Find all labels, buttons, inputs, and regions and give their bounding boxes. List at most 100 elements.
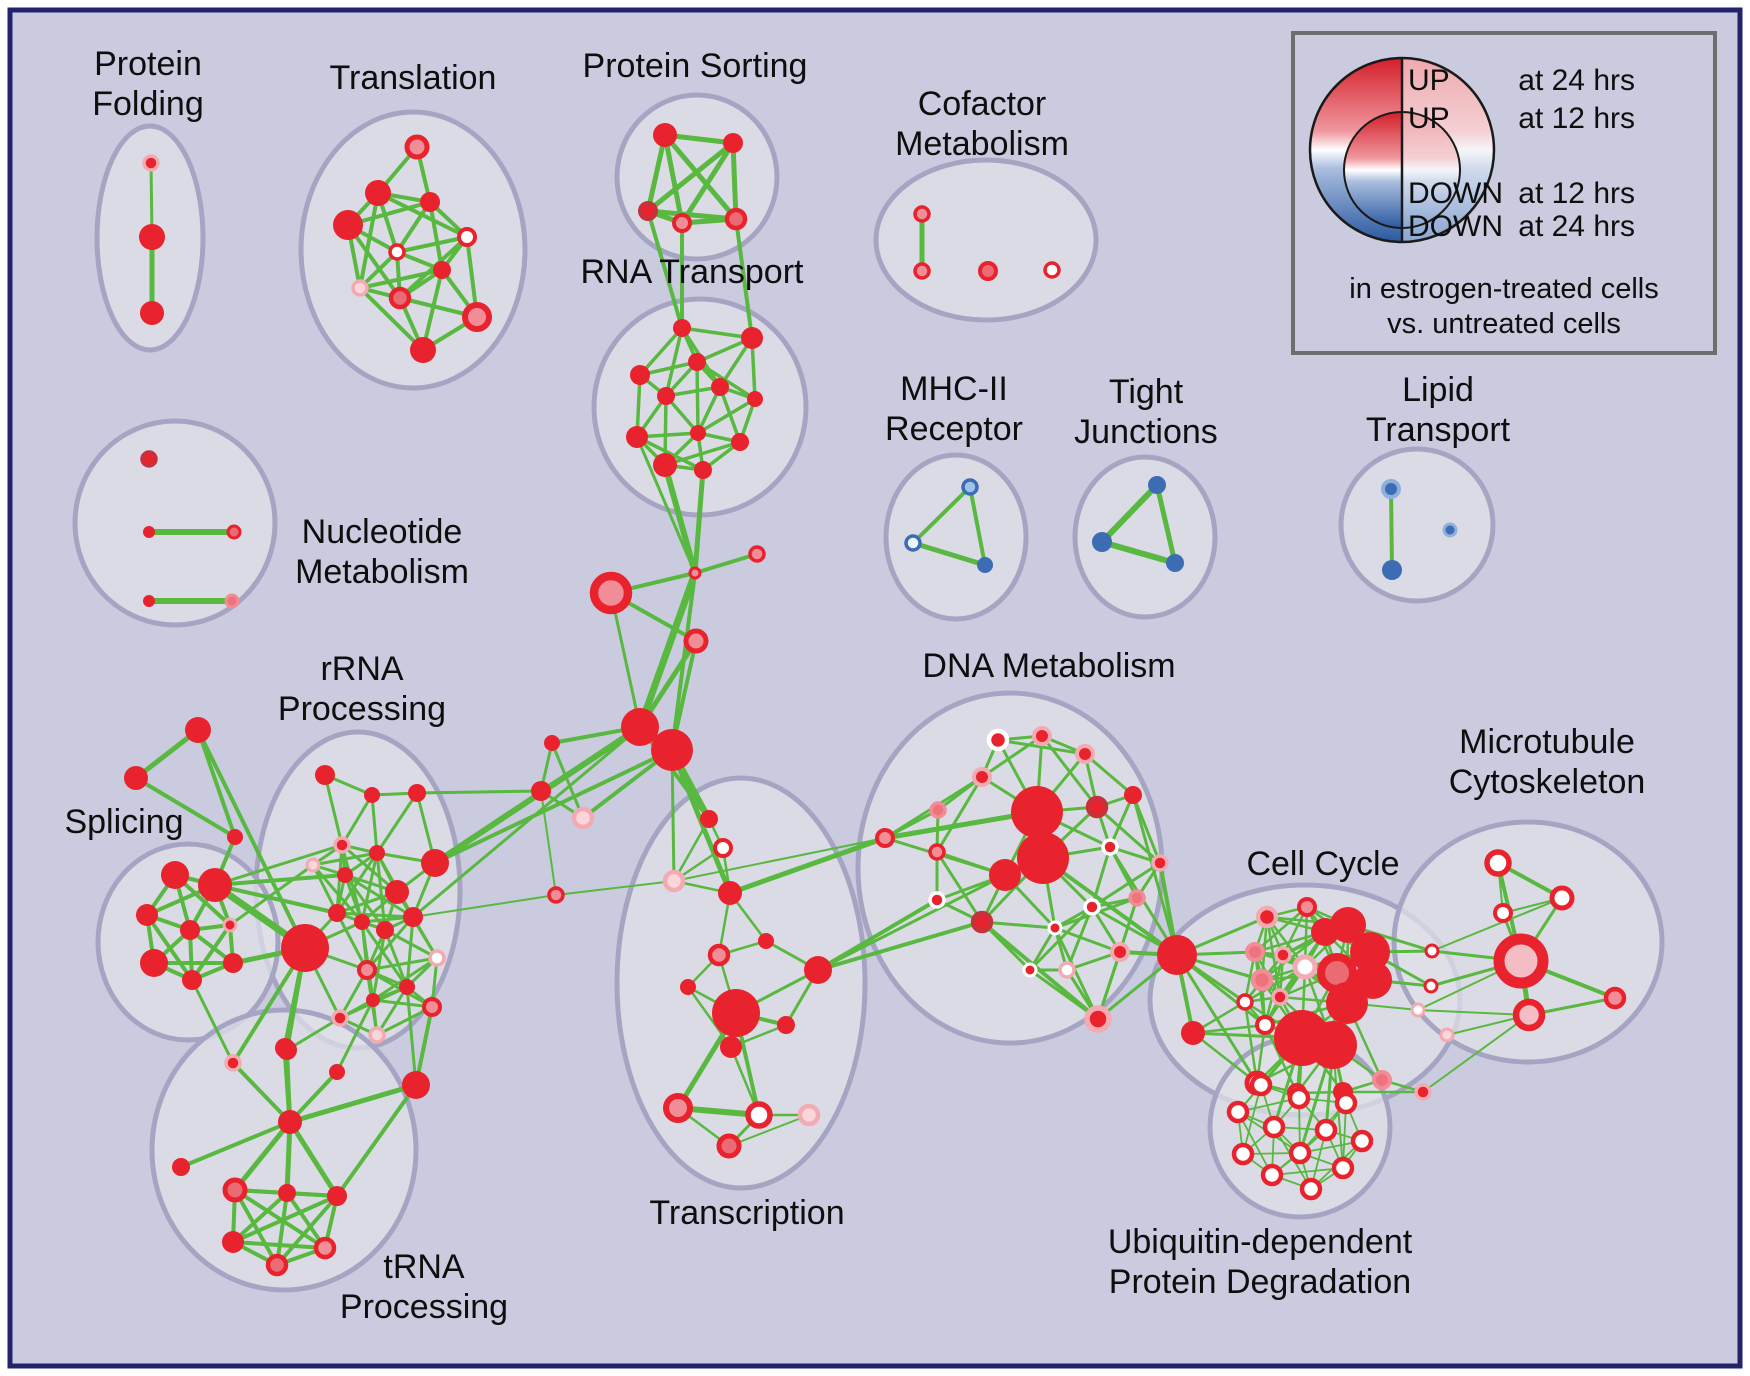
- edge: [231, 1194, 339, 1244]
- node-CC6: [1245, 942, 1265, 962]
- node-tr10: [313, 1236, 337, 1260]
- node-MH2: [904, 534, 922, 552]
- node-D15: [928, 891, 946, 909]
- node-PF1: [142, 154, 160, 172]
- edge: [1053, 926, 1122, 954]
- node-D24: [1084, 1005, 1112, 1033]
- cluster-label-microtubule-cytoskeleton: Cytoskeleton: [1449, 763, 1646, 801]
- edge: [275, 1194, 339, 1267]
- edge: [968, 485, 987, 567]
- node-tr5: [172, 1158, 190, 1176]
- node-S8: [223, 953, 243, 973]
- node-RT1: [673, 319, 691, 337]
- edge: [1099, 539, 1178, 566]
- edge: [664, 326, 684, 398]
- edge: [816, 920, 984, 972]
- node-TRa: [662, 869, 686, 893]
- edge: [816, 873, 1007, 972]
- cluster-label-protein-folding: Folding: [92, 85, 204, 123]
- node-TRi: [712, 989, 760, 1037]
- node-tr8: [327, 1186, 347, 1206]
- node-U9: [1288, 1141, 1312, 1165]
- node-H1: [621, 708, 659, 746]
- cluster-label-ubiquitin-degradation: Ubiquitin-dependent: [1108, 1223, 1413, 1261]
- node-R8: [385, 880, 409, 904]
- node-CC13: [1255, 1015, 1275, 1035]
- node-PS2: [723, 133, 743, 153]
- edge: [375, 791, 419, 855]
- edge: [635, 435, 705, 472]
- node-TRc: [713, 838, 733, 858]
- node-M3: [1493, 903, 1513, 923]
- node-TRe: [758, 933, 774, 949]
- node-D12: [989, 859, 1021, 891]
- node-PS5: [724, 207, 748, 231]
- node-D21: [1022, 962, 1038, 978]
- edge: [196, 728, 237, 839]
- cluster-label-microtubule-cytoskeleton: Microtubule: [1459, 723, 1635, 761]
- node-U1: [1249, 1073, 1273, 1097]
- edge: [728, 1114, 810, 1147]
- edge: [693, 552, 759, 575]
- edge: [179, 1120, 292, 1169]
- cluster-label-nucleotide-metabolism: Metabolism: [295, 553, 469, 591]
- node-R16: [428, 949, 446, 967]
- node-L4: [547, 886, 565, 904]
- edge: [935, 775, 984, 854]
- edge: [383, 928, 409, 989]
- node-MH3: [977, 557, 993, 573]
- node-R7: [337, 867, 353, 883]
- node-S4: [180, 920, 200, 940]
- cluster-ellipse-transcription: [614, 775, 868, 1191]
- node-R21: [368, 1026, 386, 1044]
- node-T4: [333, 210, 363, 240]
- node-PS3: [638, 201, 658, 221]
- edge: [730, 140, 739, 222]
- node-T11: [410, 337, 436, 363]
- cluster-ellipse-lipid-transport: [1338, 446, 1496, 604]
- node-D7: [1085, 795, 1109, 819]
- edge: [1083, 752, 1135, 797]
- node-H2: [651, 729, 693, 771]
- node-N2: [143, 526, 155, 538]
- edge: [213, 873, 347, 887]
- edge: [1191, 1031, 1259, 1085]
- node-S7: [182, 970, 202, 990]
- edge: [415, 789, 543, 795]
- edge: [323, 773, 344, 847]
- edge: [734, 217, 754, 340]
- node-MH1: [961, 478, 979, 496]
- node-M5: [1512, 998, 1546, 1032]
- node-LT3: [1382, 560, 1402, 580]
- node-RT6: [657, 387, 675, 405]
- node-RT4: [630, 365, 650, 385]
- edge: [910, 540, 988, 568]
- cluster-label-mhc-ii-receptor: Receptor: [885, 410, 1023, 448]
- node-CC4: [1330, 907, 1366, 943]
- edge: [670, 571, 697, 752]
- edge: [555, 880, 675, 896]
- edge: [335, 1083, 418, 1198]
- cluster-label-dna-metabolism: DNA Metabolism: [922, 647, 1175, 685]
- cluster-ellipse-tight-junctions: [1072, 454, 1218, 620]
- edge: [433, 748, 674, 865]
- node-U12: [1299, 1177, 1323, 1201]
- node-D20: [1110, 942, 1130, 962]
- node-U5: [1262, 1115, 1286, 1139]
- node-RT9: [690, 425, 706, 441]
- node-D8: [1124, 786, 1142, 804]
- node-R15: [357, 960, 377, 980]
- node-CC21: [1372, 1070, 1392, 1090]
- legend-direction-label: DOWN: [1408, 210, 1503, 243]
- node-tr4: [278, 1110, 302, 1134]
- edge: [1243, 1000, 1259, 1085]
- edge: [375, 985, 409, 1037]
- node-tr6: [222, 1177, 248, 1203]
- node-PF2: [139, 224, 165, 250]
- edge: [196, 728, 307, 950]
- node-D22: [1058, 961, 1076, 979]
- edge: [645, 132, 668, 214]
- legend-direction-label: UP: [1408, 64, 1450, 97]
- cluster-label-ubiquitin-degradation: Protein Degradation: [1109, 1263, 1411, 1301]
